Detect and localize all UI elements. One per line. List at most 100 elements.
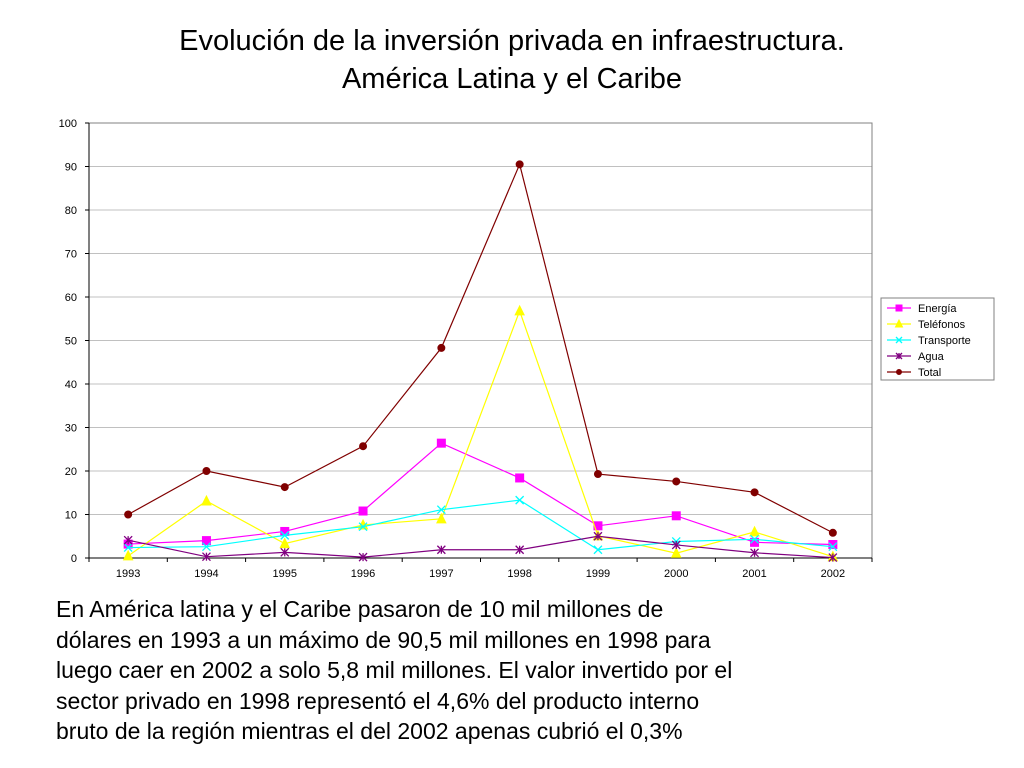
x-tick-label: 1997 [429,568,453,580]
caption-line: En América latina y el Caribe pasaron de… [56,596,664,622]
data-point-telefonos [436,512,447,524]
y-tick-label: 90 [65,162,77,174]
legend-label: Transporte [918,335,971,347]
legend-marker [895,336,903,344]
y-tick-label: 30 [65,423,77,435]
x-tick-label: 2000 [664,568,688,580]
data-point-agua [593,531,603,541]
legend-item-total: Total [887,367,941,379]
y-tick-label: 100 [59,118,77,130]
data-point-agua [436,545,446,555]
x-tick-label: 1995 [273,568,297,580]
data-point-agua [123,535,133,545]
data-point-agua [750,548,760,558]
chart-title-line-2: América Latina y el Caribe [341,63,683,95]
gridlines [89,122,872,515]
y-tick-label: 70 [65,249,77,261]
data-point-agua [515,545,525,555]
data-point-transporte [828,542,838,552]
data-point-transporte [515,495,525,505]
data-point-telefonos [122,549,134,561]
y-tick-label: 10 [65,510,77,522]
y-tick-label: 40 [65,379,77,391]
legend-item-energia: Energía [887,303,957,315]
data-point-agua [280,547,290,557]
data-point-telefonos [749,525,760,537]
data-point-total [202,467,211,475]
legend-item-telefonos: Teléfonos [887,318,966,331]
legend-label: Teléfonos [918,319,966,331]
legend-label: Total [918,367,941,379]
data-point-agua [358,552,368,562]
data-point-energia [358,506,368,516]
series-energia [123,438,838,550]
x-tick-label: 2001 [742,568,766,580]
data-point-agua [201,552,211,562]
data-point-total [124,510,133,519]
series-line-total [127,162,834,534]
series-total [124,160,837,537]
x-tick-label: 2002 [821,568,845,580]
y-tick-label: 0 [71,553,77,565]
data-point-transporte [123,543,133,553]
y-tick-label: 60 [65,292,77,304]
series-line-agua [128,535,833,559]
data-point-transporte [593,545,603,555]
legend-item-agua: Agua [887,351,945,363]
data-point-energia [515,473,525,483]
data-point-energia [436,438,446,448]
data-point-total [515,160,524,169]
data-point-telefonos [670,547,682,558]
data-point-total [359,442,368,451]
x-tick-label: 1993 [116,568,140,580]
legend-marker [895,304,903,312]
series-telefonos [122,304,839,562]
data-point-total [437,343,446,352]
data-point-transporte [358,522,368,532]
data-point-telefonos [279,537,291,549]
series-agua [123,531,838,563]
series-transporte [123,495,838,555]
axes: 0 10 20 30 40 50 60 70 80 90 100 1993 1994 1995 1996 19… [59,118,873,580]
y-tick-label: 80 [65,205,77,217]
data-point-telefonos [514,304,525,316]
series-line-energia [128,442,833,546]
data-point-energia [280,526,290,536]
data-point-telefonos [201,494,212,506]
caption-text: En América latina y el Caribe pasaron de… [56,594,956,747]
x-tick-label: 1999 [586,568,610,580]
legend-label: Agua [918,351,945,363]
legend-marker [895,352,903,360]
x-tick-label: 1996 [351,568,375,580]
y-tick-label: 50 [65,336,77,348]
caption-line: sector privado en 1998 representó el 4,6… [56,687,700,714]
series-line-transporte [128,499,833,551]
data-point-transporte [436,505,446,515]
data-point-energia [828,540,838,550]
chart-title: Evolución de la inversión privada en inf… [0,22,1024,98]
legend-marker [894,318,904,328]
legend-marker [896,369,902,375]
data-point-agua [671,540,681,550]
data-point-energia [750,537,760,547]
data-point-total [750,488,759,497]
data-point-transporte [750,534,760,544]
data-point-energia [671,511,681,521]
line-chart: 0 10 20 30 40 50 60 70 80 90 100 1993 1994 1995 1996 19… [59,118,995,580]
legend-item-transporte: Transporte [887,335,971,347]
legend: Energía Teléfonos Transporte Agua Total [880,297,995,381]
series-line-telefonos [127,309,834,558]
data-point-transporte [280,530,290,540]
data-point-energia [201,536,211,546]
x-tick-label: 1998 [507,568,531,580]
data-point-total [593,470,602,479]
chart-title-line-1: Evolución de la inversión privada en inf… [179,25,845,57]
legend-label: Energía [918,303,957,315]
caption-line: dólares en 1993 a un máximo de 90,5 mil … [56,626,711,653]
x-tick-label: 1994 [194,568,218,580]
data-point-total [828,528,837,537]
data-point-total [280,483,289,492]
series-group [122,160,839,563]
data-point-transporte [201,542,211,552]
y-tick-label: 20 [65,466,77,478]
